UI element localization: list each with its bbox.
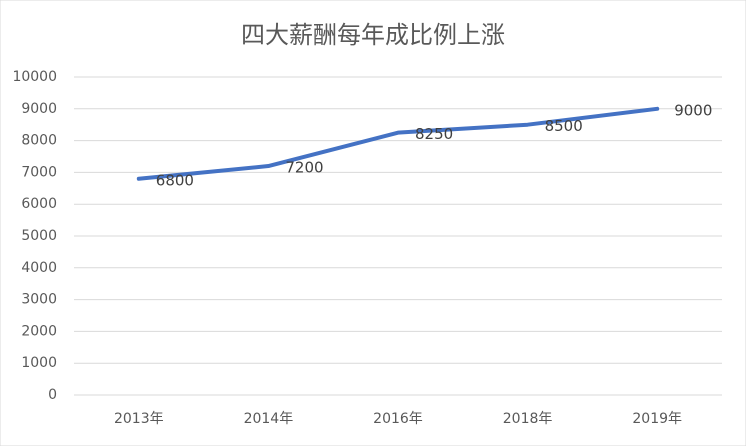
y-tick-label: 10000 [12, 69, 57, 85]
chart-title: 四大薪酬每年成比例上涨 [241, 21, 505, 49]
y-tick-label: 9000 [21, 101, 57, 117]
x-tick-label: 2018年 [503, 411, 553, 427]
y-tick-label: 7000 [21, 164, 57, 180]
data-label: 6800 [156, 171, 194, 189]
y-tick-label: 3000 [21, 292, 57, 308]
y-tick-label: 4000 [21, 260, 57, 276]
y-tick-label: 8000 [21, 133, 57, 149]
y-tick-label: 5000 [21, 228, 57, 244]
x-tick-label: 2019年 [632, 411, 682, 427]
x-tick-label: 2013年 [114, 411, 164, 427]
data-label: 7200 [285, 159, 323, 177]
data-label: 9000 [674, 101, 712, 119]
x-tick-label: 2016年 [373, 411, 423, 427]
x-tick-label: 2014年 [244, 411, 294, 427]
y-tick-label: 6000 [21, 196, 57, 212]
data-line [136, 106, 660, 181]
y-tick-label: 2000 [21, 323, 57, 339]
data-label: 8250 [415, 125, 453, 143]
data-label: 8500 [545, 117, 583, 135]
y-tick-label: 0 [48, 387, 57, 403]
y-tick-label: 1000 [21, 355, 57, 371]
